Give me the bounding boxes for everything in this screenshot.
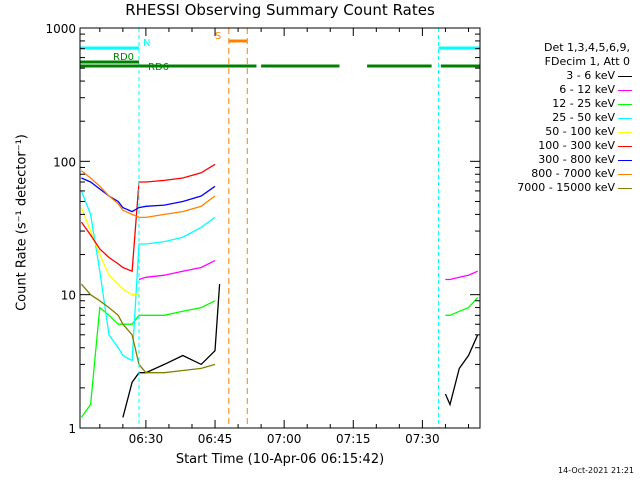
series-line-3 <box>80 190 216 362</box>
legend-label-0: 3 - 6 keV <box>566 69 615 82</box>
legend-item-4: 50 - 100 keV <box>486 125 634 139</box>
flag-layer: N S RD0 RD6 <box>80 28 480 428</box>
timestamp: 14-Oct-2021 21:21 <box>558 466 634 475</box>
flag-label-n: N <box>143 38 150 49</box>
series-line-4 <box>80 207 139 296</box>
series-layer <box>80 163 479 418</box>
series-line-8 <box>80 283 216 374</box>
legend-swatch-5 <box>618 145 632 147</box>
legend-swatch-6 <box>618 159 632 161</box>
legend-label-2: 12 - 25 keV <box>552 97 615 110</box>
legend-item-2: 12 - 25 keV <box>486 97 634 111</box>
legend-swatch-4 <box>618 131 632 133</box>
legend-swatch-1 <box>618 89 632 91</box>
flag-label-s: S <box>215 31 221 42</box>
flag-label-rd0: RD0 <box>113 52 134 63</box>
legend-item-7: 800 - 7000 keV <box>486 167 634 181</box>
x-axis-label: Start Time (10-Apr-06 06:15:42) <box>175 452 385 467</box>
legend-item-5: 100 - 300 keV <box>486 139 634 153</box>
legend-label-7: 800 - 7000 keV <box>531 167 615 180</box>
series-line-6 <box>81 177 216 213</box>
y-tick-label-1: 10 <box>61 289 76 303</box>
x-tick-label-3: 07:15 <box>336 432 371 446</box>
series-line-0 <box>122 284 479 418</box>
legend-header-2: FDecim 1, Att 0 <box>544 55 630 68</box>
legend-swatch-7 <box>618 173 632 175</box>
x-tick-label-4: 07:30 <box>405 432 440 446</box>
series-line-5 <box>80 163 216 273</box>
legend-label-8: 7000 - 15000 keV <box>517 181 615 194</box>
legend-swatch-3 <box>618 117 632 119</box>
legend-item-3: 25 - 50 keV <box>486 111 634 125</box>
axis-layer: 06:30 06:45 07:00 07:15 07:30 1 10 100 1000 <box>45 22 480 446</box>
legend-item-8: 7000 - 15000 keV <box>486 181 634 195</box>
legend-swatch-8 <box>618 187 632 189</box>
legend-item-0: 3 - 6 keV <box>486 69 634 83</box>
y-axis-label: Count Rate (s⁻¹ detector⁻¹) <box>14 134 30 311</box>
series-line-2 <box>80 297 479 418</box>
x-tick-label-2: 07:00 <box>267 432 302 446</box>
legend-label-1: 6 - 12 keV <box>559 83 615 96</box>
legend-label-4: 50 - 100 keV <box>545 125 615 138</box>
legend-label-6: 300 - 800 keV <box>538 153 615 166</box>
y-tick-label-0: 1 <box>68 422 76 436</box>
legend-item-6: 300 - 800 keV <box>486 153 634 167</box>
series-line-7 <box>80 170 216 219</box>
y-tick-label-2: 100 <box>53 155 76 169</box>
legend-header-1: Det 1,3,4,5,6,9, <box>543 41 630 54</box>
legend: Det 1,3,4,5,6,9, FDecim 1, Att 0 3 - 6 k… <box>486 41 634 195</box>
legend-item-1: 6 - 12 keV <box>486 83 634 97</box>
chart-title: RHESSI Observing Summary Count Rates <box>125 1 435 19</box>
legend-swatch-0 <box>618 75 632 77</box>
plot-frame <box>79 27 481 429</box>
flag-label-rd6: RD6 <box>148 62 169 73</box>
legend-label-3: 25 - 50 keV <box>552 111 615 124</box>
legend-label-5: 100 - 300 keV <box>538 139 615 152</box>
legend-swatch-2 <box>618 103 632 105</box>
x-tick-label-0: 06:30 <box>129 432 164 446</box>
y-tick-label-3: 1000 <box>45 22 76 36</box>
series-line-1 <box>138 260 478 281</box>
x-tick-label-1: 06:45 <box>198 432 233 446</box>
